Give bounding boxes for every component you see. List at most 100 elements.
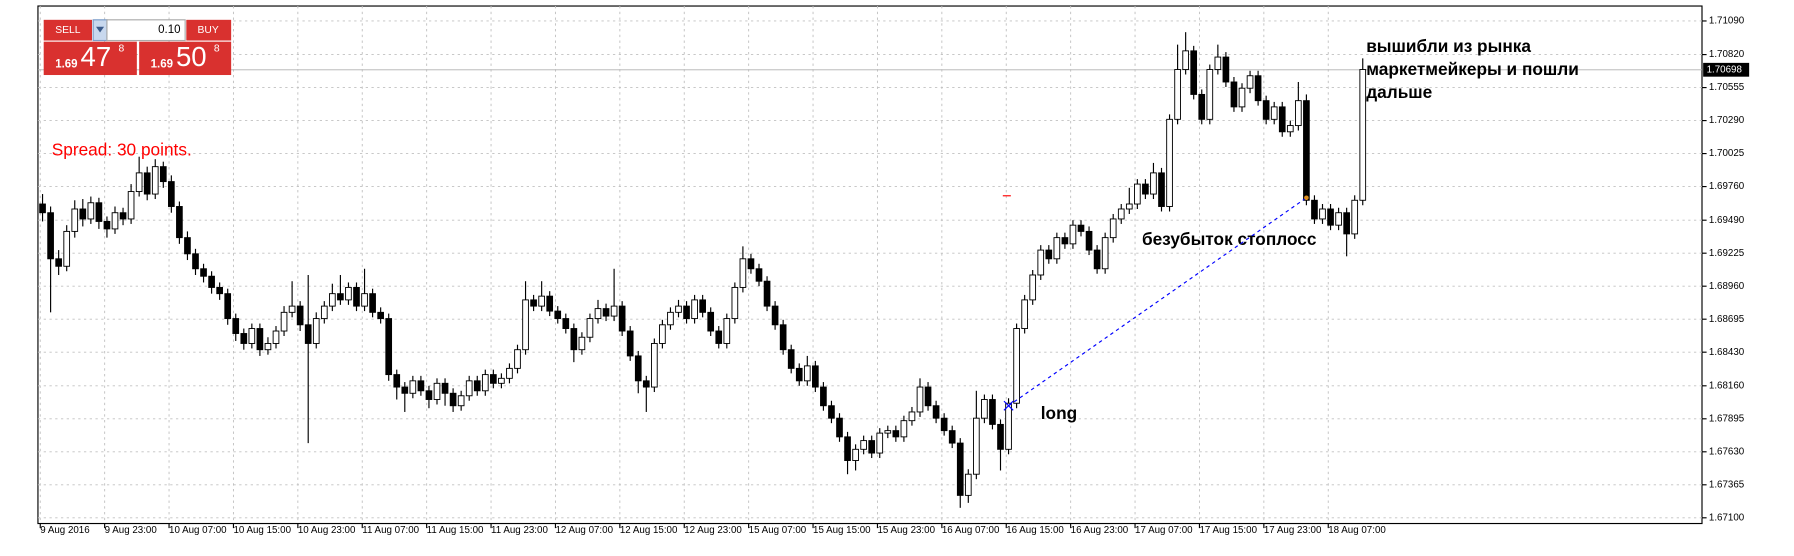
candle-body	[554, 310, 562, 320]
candle-body	[675, 305, 682, 313]
candle-body	[868, 440, 876, 454]
annotation: вышибли из рынка	[1366, 36, 1531, 56]
y-tick-label: 1.67630	[1709, 446, 1745, 457]
ask-box[interactable]	[139, 41, 232, 76]
x-tick-label: 17 Aug 07:00	[1135, 525, 1193, 536]
candle-body	[691, 299, 698, 320]
buy-button[interactable]	[186, 19, 232, 41]
candle-body	[699, 299, 706, 313]
candle-body	[1166, 118, 1173, 207]
annotation: маркетмейкеры и пошли	[1366, 59, 1579, 79]
candle-body	[1351, 199, 1359, 235]
annotation: безубыток стоплосс	[1142, 229, 1317, 249]
candle-body	[1045, 249, 1053, 260]
candle-body	[248, 328, 256, 344]
candle-body	[956, 442, 964, 496]
buy-label: BUY	[198, 25, 219, 36]
candle-body	[908, 411, 916, 422]
x-tick-label: 18 Aug 07:00	[1328, 525, 1386, 536]
y-tick-label: 1.70555	[1709, 82, 1745, 93]
bid-small: 8	[118, 43, 124, 54]
candle-body	[304, 324, 312, 344]
current-price-box	[1703, 62, 1750, 77]
y-tick-label: 1.69225	[1709, 248, 1745, 259]
trade-line	[1008, 197, 1307, 407]
sell-label: SELL	[55, 25, 81, 36]
lot-value: 0.10	[158, 24, 180, 36]
annotation: long	[1041, 403, 1077, 423]
x-tick-label: 11 Aug 07:00	[362, 525, 419, 536]
candle-body	[135, 172, 143, 193]
candle-body	[667, 311, 674, 326]
candle-body	[103, 220, 111, 230]
candle-body	[1101, 237, 1109, 270]
ask-small: 8	[214, 43, 220, 54]
candle-body	[659, 324, 666, 344]
y-tick-label: 1.67895	[1709, 413, 1745, 424]
candle-body	[1262, 100, 1270, 120]
candle-body	[320, 305, 328, 320]
candle-body	[731, 286, 739, 320]
candle-body	[216, 286, 223, 295]
bid-box[interactable]	[43, 41, 137, 76]
candle-body	[457, 395, 465, 407]
candle-body	[989, 399, 996, 425]
candle-body	[296, 305, 304, 326]
candle-body	[1093, 249, 1101, 270]
candle-body	[1037, 249, 1045, 276]
candle-body	[578, 336, 586, 351]
candle-body	[1021, 299, 1028, 329]
candle-body	[143, 172, 151, 195]
candle-body	[95, 202, 103, 222]
candle-body	[522, 299, 529, 351]
candle-body	[1182, 50, 1189, 70]
candle-body	[1206, 69, 1214, 120]
candle-body	[844, 436, 851, 461]
x-tick-label: 12 Aug 07:00	[555, 525, 613, 536]
candle-body	[1117, 208, 1125, 220]
x-tick-label: 17 Aug 15:00	[1199, 525, 1257, 536]
x-tick-label: 10 Aug 15:00	[233, 525, 291, 536]
candle-body	[973, 417, 980, 475]
candle-body	[1319, 208, 1326, 220]
candle-body	[1053, 237, 1061, 260]
x-tick-label: 15 Aug 07:00	[749, 525, 807, 536]
candle-body	[312, 318, 320, 344]
candle-body	[1254, 75, 1262, 102]
candle-body	[562, 318, 570, 329]
candle-body	[280, 311, 288, 332]
lot-input[interactable]	[106, 19, 186, 42]
y-tick-label: 1.70290	[1709, 115, 1745, 126]
candle-body	[401, 386, 409, 394]
candle-body	[1061, 237, 1069, 245]
candle-body	[964, 473, 972, 496]
candle-body	[1085, 230, 1093, 251]
candle-body	[1125, 203, 1133, 210]
y-tick-label: 1.71090	[1709, 16, 1745, 27]
candle-body	[71, 208, 79, 232]
candle-body	[176, 206, 183, 239]
y-tick-label: 1.70820	[1709, 49, 1745, 60]
candle-body	[264, 343, 272, 351]
candle-body	[1343, 212, 1350, 235]
candle-body	[884, 430, 892, 434]
x-tick-label: 16 Aug 23:00	[1071, 525, 1129, 536]
candle-body	[481, 374, 489, 392]
candle-body	[87, 202, 95, 220]
dropdown-arrow	[96, 26, 105, 33]
trade-panel: SELL 0.10 BUY 1.69 47 8 1.69 50 8	[43, 19, 232, 76]
candle-body	[530, 299, 537, 307]
candle-body	[200, 268, 207, 277]
candle-body	[683, 305, 690, 320]
sell-button[interactable]	[43, 19, 92, 41]
candle-body	[111, 212, 119, 230]
candle-body	[159, 166, 167, 183]
candle-body	[361, 293, 368, 307]
candle-body	[47, 212, 54, 260]
candle-body	[1198, 93, 1206, 120]
ask-main: 50	[176, 41, 207, 72]
candle-body	[602, 308, 610, 317]
candle-body	[39, 203, 46, 214]
candle-body	[337, 293, 344, 301]
